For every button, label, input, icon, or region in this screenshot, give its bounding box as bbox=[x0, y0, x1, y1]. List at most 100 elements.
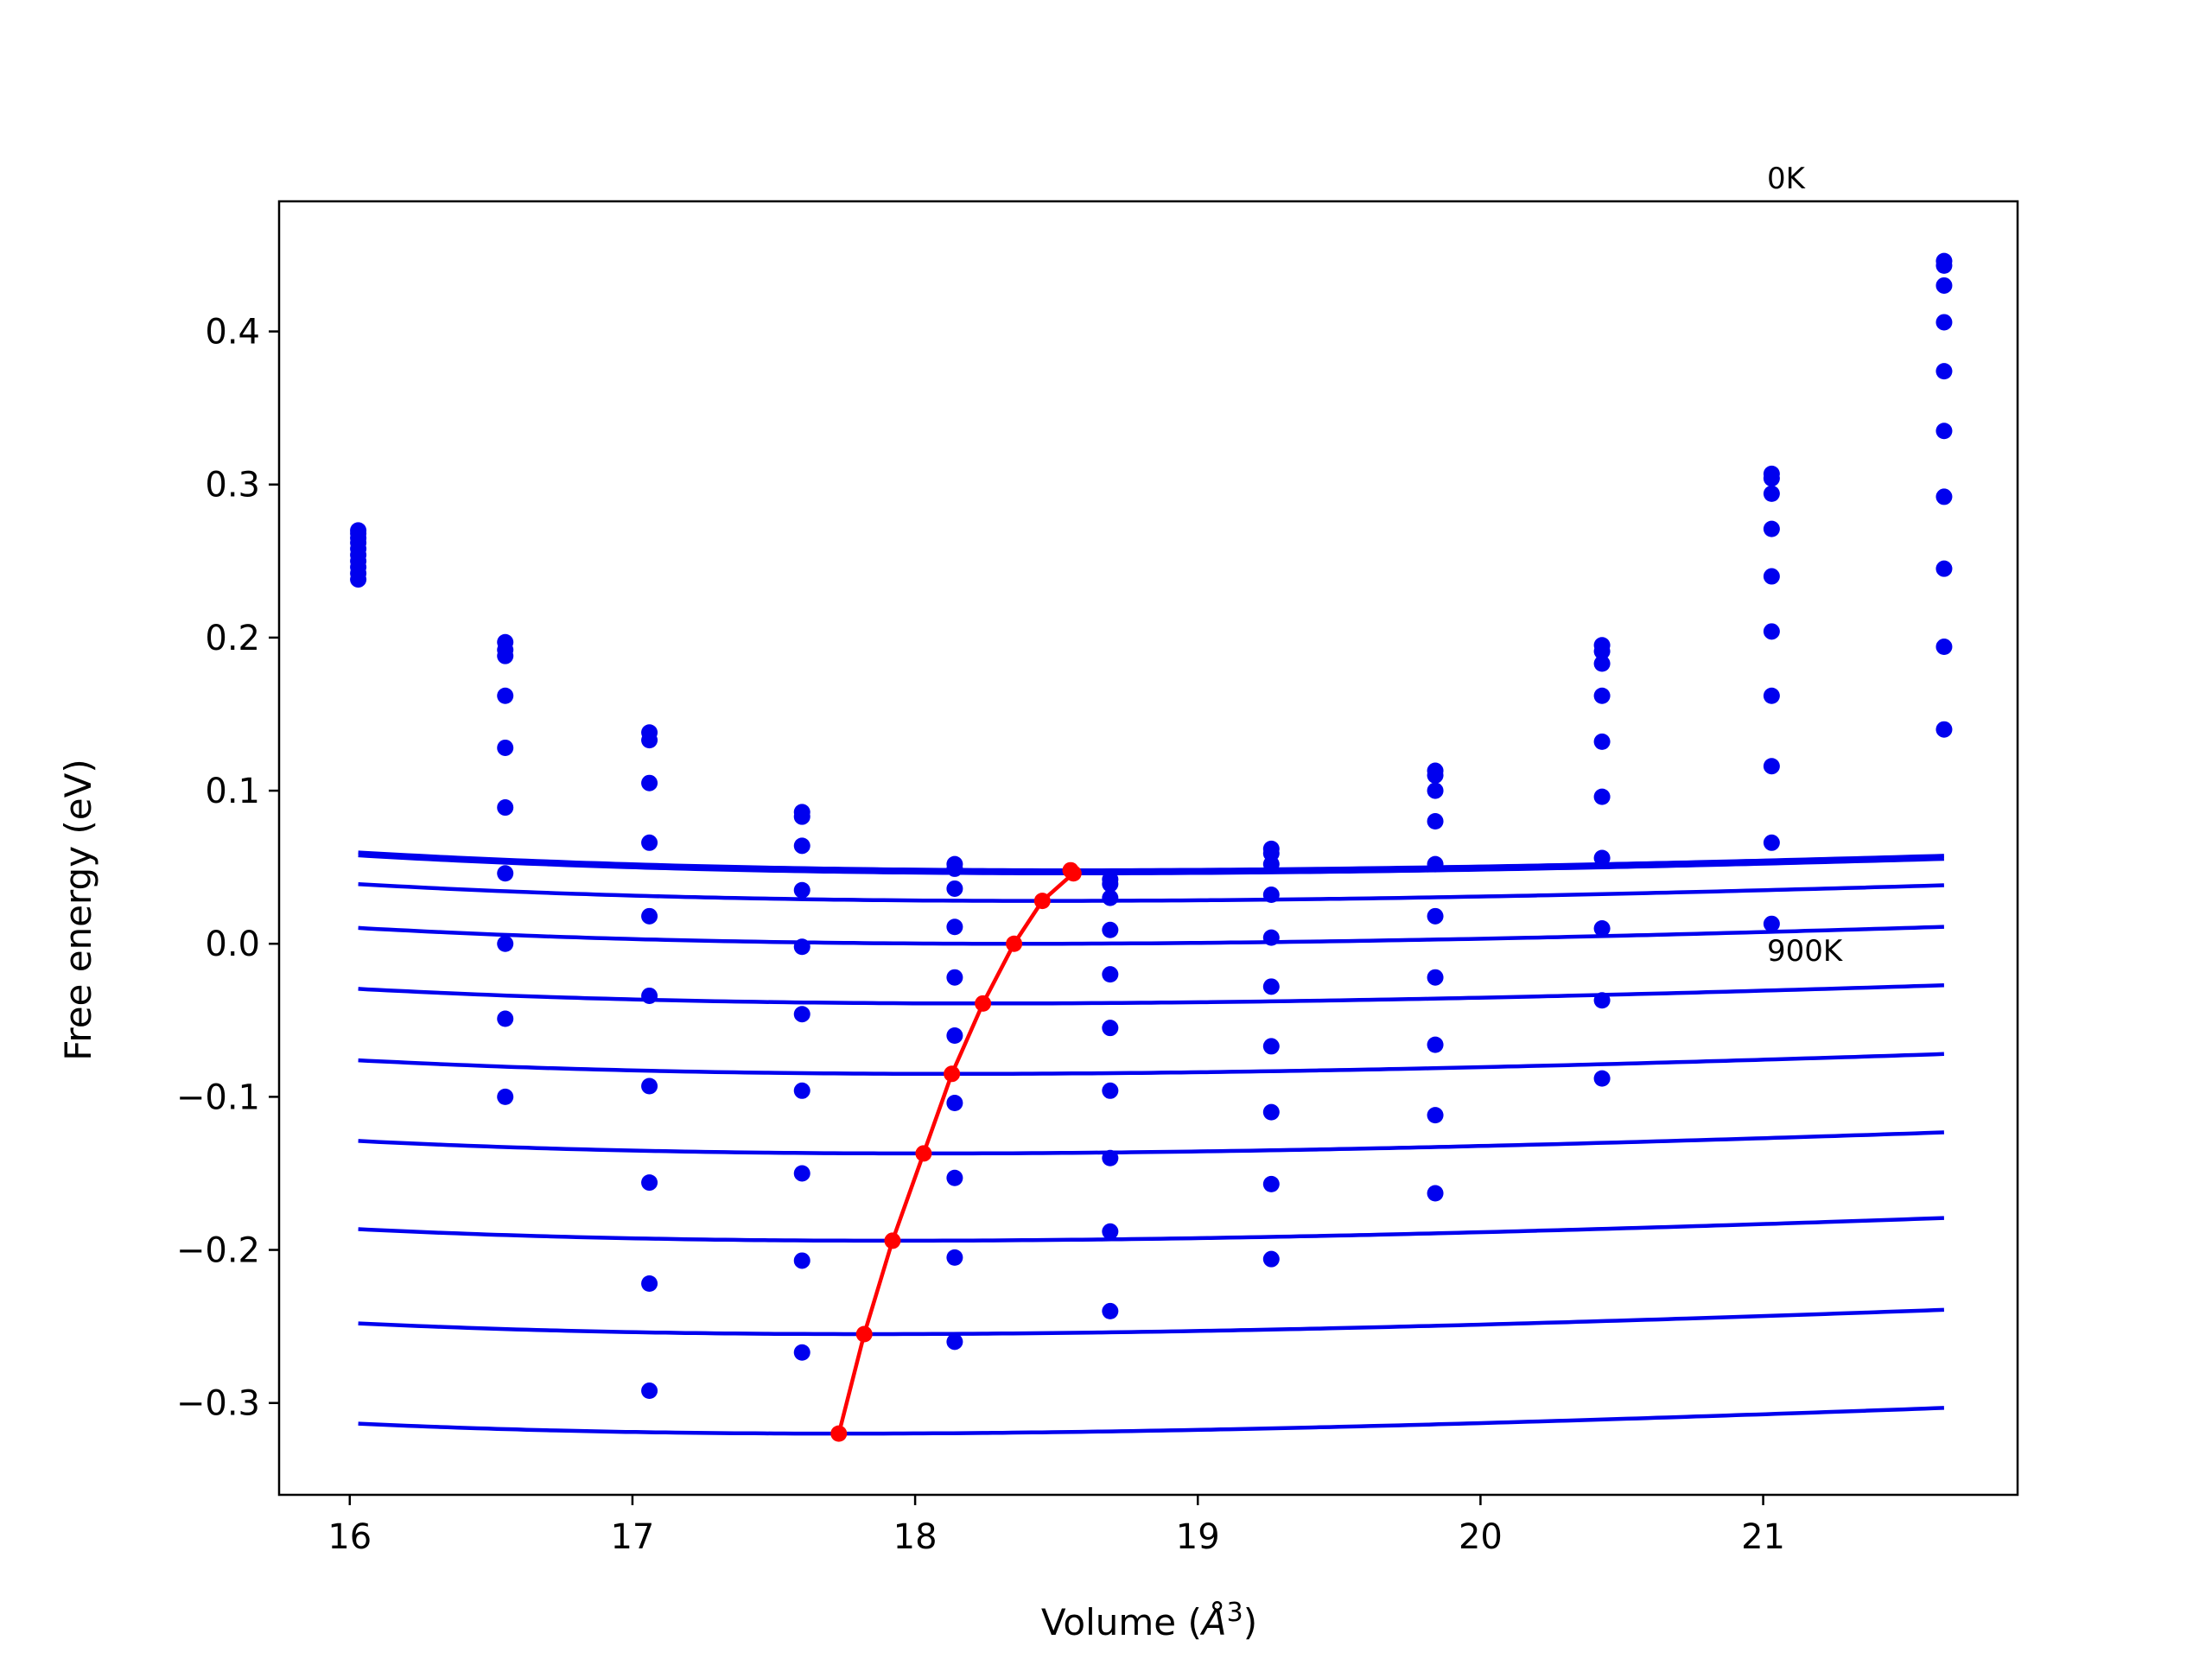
data-point bbox=[1593, 1070, 1611, 1087]
data-point bbox=[1262, 978, 1280, 995]
data-point bbox=[497, 1010, 514, 1027]
data-point bbox=[497, 935, 514, 952]
data-point bbox=[1936, 639, 1953, 656]
x-axis-label: Volume (Å3) bbox=[1041, 1598, 1257, 1643]
data-point bbox=[1763, 834, 1780, 851]
y-axis-label: Free energy (eV) bbox=[57, 759, 99, 1061]
minimum-point bbox=[915, 1145, 932, 1162]
x-tick-label: 17 bbox=[610, 1517, 654, 1557]
data-point bbox=[793, 1252, 810, 1269]
minimum-point bbox=[855, 1325, 873, 1343]
data-point bbox=[641, 987, 658, 1004]
data-point bbox=[1593, 788, 1611, 805]
fitted-curve-9 bbox=[358, 1406, 1944, 1436]
data-point bbox=[1593, 920, 1611, 938]
minimum-point bbox=[1033, 893, 1051, 910]
data-point bbox=[1102, 889, 1119, 906]
data-point bbox=[641, 1275, 658, 1293]
fitted-curve-6 bbox=[358, 1130, 1944, 1156]
y-tick-label: 0.0 bbox=[205, 925, 260, 964]
data-point bbox=[1262, 1038, 1280, 1055]
x-tick-label: 21 bbox=[1741, 1517, 1785, 1557]
data-point bbox=[1102, 921, 1119, 938]
data-point bbox=[641, 732, 658, 749]
data-point bbox=[1936, 257, 1953, 274]
data-point bbox=[1763, 687, 1780, 704]
data-point bbox=[793, 837, 810, 855]
data-point bbox=[1763, 568, 1780, 585]
data-point bbox=[946, 1094, 963, 1111]
data-point bbox=[793, 1006, 810, 1023]
data-point bbox=[1936, 314, 1953, 331]
data-point bbox=[1936, 560, 1953, 577]
minimum-point bbox=[975, 995, 992, 1012]
x-tick-label: 19 bbox=[1176, 1517, 1220, 1557]
data-point bbox=[1936, 721, 1953, 738]
data-point bbox=[1262, 1103, 1280, 1121]
data-point bbox=[350, 571, 367, 588]
data-point bbox=[1593, 733, 1611, 750]
data-point bbox=[1763, 758, 1780, 775]
data-point bbox=[946, 1249, 963, 1266]
data-point bbox=[1427, 1185, 1444, 1202]
data-point bbox=[1262, 929, 1280, 946]
data-point bbox=[1936, 363, 1953, 380]
data-point bbox=[1763, 915, 1780, 932]
data-point bbox=[946, 1169, 963, 1186]
data-point bbox=[1262, 1250, 1280, 1268]
data-point bbox=[1936, 488, 1953, 505]
data-point bbox=[793, 938, 810, 956]
data-point bbox=[1262, 1175, 1280, 1192]
data-point bbox=[1102, 1223, 1119, 1240]
data-point bbox=[1593, 992, 1611, 1009]
data-point bbox=[1427, 766, 1444, 784]
minimum-point bbox=[944, 1065, 961, 1083]
y-tick-label: 0.4 bbox=[205, 313, 260, 353]
data-point bbox=[793, 881, 810, 899]
fitted-curve-2 bbox=[358, 882, 1944, 903]
x-tick-label: 18 bbox=[893, 1517, 938, 1557]
data-point bbox=[1262, 855, 1280, 873]
data-point bbox=[793, 1082, 810, 1099]
data-point bbox=[641, 774, 658, 791]
fitted-curve-3 bbox=[358, 925, 1944, 946]
data-point bbox=[946, 918, 963, 936]
fitted-curve-1 bbox=[358, 853, 1944, 875]
data-point bbox=[497, 799, 514, 817]
data-point bbox=[497, 739, 514, 756]
data-point bbox=[641, 1382, 658, 1400]
data-point bbox=[1427, 1036, 1444, 1053]
data-point bbox=[1102, 1149, 1119, 1166]
data-point bbox=[641, 1174, 658, 1192]
minimum-path-line bbox=[836, 868, 1077, 1434]
data-point bbox=[793, 1344, 810, 1361]
data-point bbox=[793, 1165, 810, 1182]
annotation-900k: 900K bbox=[1767, 934, 1844, 969]
y-tick-label: 0.1 bbox=[205, 772, 260, 811]
x-tick-label: 20 bbox=[1459, 1517, 1503, 1557]
data-point bbox=[1102, 1020, 1119, 1037]
data-point bbox=[1593, 687, 1611, 704]
data-point bbox=[946, 860, 963, 877]
y-axis: −0.3 −0.2 −0.1 0.0 0.1 0.2 0.3 0.4 bbox=[176, 313, 279, 1424]
data-point bbox=[946, 1333, 963, 1351]
data-point bbox=[946, 969, 963, 986]
data-point bbox=[1427, 812, 1444, 830]
data-point bbox=[1427, 907, 1444, 925]
fitted-curve-0 bbox=[358, 850, 1944, 873]
data-point bbox=[946, 880, 963, 897]
y-tick-label: 0.3 bbox=[205, 466, 260, 505]
data-point bbox=[497, 687, 514, 704]
fitted-curve-8 bbox=[358, 1307, 1944, 1337]
plot-area bbox=[350, 252, 1953, 1442]
fitted-curve-5 bbox=[358, 1052, 1944, 1077]
data-point bbox=[1763, 520, 1780, 537]
data-point bbox=[1936, 276, 1953, 294]
data-point bbox=[1763, 485, 1780, 502]
x-tick-label: 16 bbox=[327, 1517, 372, 1557]
data-point bbox=[946, 1027, 963, 1045]
data-point bbox=[1763, 623, 1780, 640]
data-point bbox=[1593, 655, 1611, 672]
data-point bbox=[641, 834, 658, 851]
